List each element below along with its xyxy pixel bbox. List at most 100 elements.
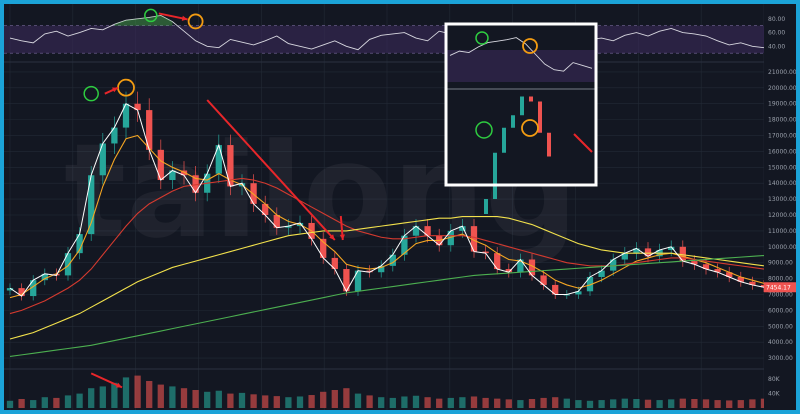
candle-body (598, 270, 605, 277)
price-tick-label: 4000.00 (768, 339, 793, 346)
volume-bar (714, 400, 721, 408)
price-tick-label: 19000.00 (768, 101, 796, 108)
price-axis-bg (764, 4, 796, 410)
candle-body (64, 253, 72, 276)
volume-bar (41, 397, 48, 408)
volume-bar (354, 393, 362, 408)
inset-candle (529, 96, 533, 102)
price-tick-label: 7000.00 (768, 291, 793, 298)
candle-body (76, 234, 83, 254)
volume-bar (146, 381, 153, 408)
rsi-tick-label: 80.00 (768, 16, 785, 23)
volume-bar (192, 390, 199, 408)
candle-body (552, 284, 559, 295)
candle-body (447, 230, 454, 246)
volume-bar (215, 390, 222, 408)
candle-body (540, 275, 547, 285)
inset-marker-orange (521, 119, 539, 137)
candle-body (459, 226, 466, 231)
candle-body (586, 276, 594, 292)
candle-body (192, 175, 199, 193)
volume-bar (389, 397, 396, 408)
last-price-label: 7454.17 (766, 284, 791, 291)
price-tick-label: 18000.00 (768, 117, 796, 124)
candle-body (146, 110, 153, 150)
candle-body (41, 273, 48, 281)
last-price-tag (764, 282, 796, 293)
volume-bar (401, 396, 408, 408)
volume-bar (505, 399, 512, 408)
volume-bar (169, 386, 176, 408)
candle-body (111, 127, 118, 144)
volume-bar (528, 399, 536, 408)
inset-rsi-marker-green (475, 31, 489, 45)
volume-bar (157, 384, 164, 408)
candle-body (99, 143, 106, 176)
volume-bar (111, 382, 118, 408)
volume-bar (53, 397, 60, 408)
candle-body (633, 248, 640, 254)
volume-bar (343, 388, 350, 408)
candle-body (215, 145, 222, 174)
volume-bar (308, 395, 315, 408)
price-tick-label: 15000.00 (768, 164, 796, 171)
candle-body (610, 259, 617, 271)
price-tick-label: 9000.00 (768, 260, 793, 267)
volume-bar (691, 399, 698, 408)
inset-border (444, 22, 598, 187)
volume-bar (552, 397, 559, 408)
candle-body (180, 170, 188, 176)
chart-frame: tailong 80.00 60.00 40.00 21000.00 20000.00 1… (4, 4, 796, 410)
annotation-arrowhead (181, 15, 188, 21)
volume-bar (459, 397, 466, 408)
volume-bar (540, 397, 547, 408)
inset-rsi-line (449, 37, 593, 72)
candle-body (482, 251, 489, 254)
candle-body (250, 183, 257, 204)
candle-body (285, 226, 292, 228)
candle-body (575, 291, 582, 295)
inset-candle (493, 152, 497, 199)
price-tick-label: 16000.00 (768, 148, 796, 155)
annotation-arrowhead (116, 382, 122, 388)
candle-body (122, 103, 130, 128)
volume-bar (273, 396, 280, 408)
candle-body (157, 149, 164, 181)
candle-body (714, 269, 721, 273)
price-tick-label: 20000.00 (768, 85, 796, 92)
candle-body (505, 269, 512, 273)
candle-body (343, 269, 350, 292)
annotation-arrowhead (112, 87, 118, 93)
volume-bar (668, 399, 675, 408)
volume-tick-label: 40K (768, 391, 781, 398)
volume-bar (285, 397, 292, 408)
rsi-overbought-fill (114, 15, 173, 26)
annotation-arrowhead (339, 234, 345, 240)
inset-candle (511, 115, 515, 128)
candle-body (134, 103, 141, 111)
marker-circle-green (83, 85, 99, 102)
inset-candle (520, 96, 524, 116)
inset-candle (538, 101, 542, 133)
inset-marker-green (475, 121, 493, 139)
candle-body (528, 259, 536, 276)
volume-bar (644, 399, 652, 408)
volume-bar (320, 391, 327, 408)
inset-rsi-band (446, 50, 596, 82)
rsi-tick-label: 60.00 (768, 30, 785, 37)
candle-body (273, 215, 280, 228)
candle-body (320, 238, 327, 258)
volume-bar (702, 399, 710, 408)
price-tick-label: 21000.00 (768, 69, 796, 76)
candle-body (621, 253, 628, 260)
candle-body (401, 235, 408, 255)
candle-body (18, 288, 25, 297)
rsi-marker-green (144, 8, 158, 23)
price-tick-label: 10000.00 (768, 244, 796, 251)
inset-trend-arrow (573, 133, 593, 153)
inset-candle (502, 127, 506, 153)
volume-tick-label: 80K (768, 376, 781, 383)
volume-bar (76, 393, 83, 408)
price-tick-label: 6000.00 (768, 307, 793, 314)
volume-panel (6, 375, 768, 408)
